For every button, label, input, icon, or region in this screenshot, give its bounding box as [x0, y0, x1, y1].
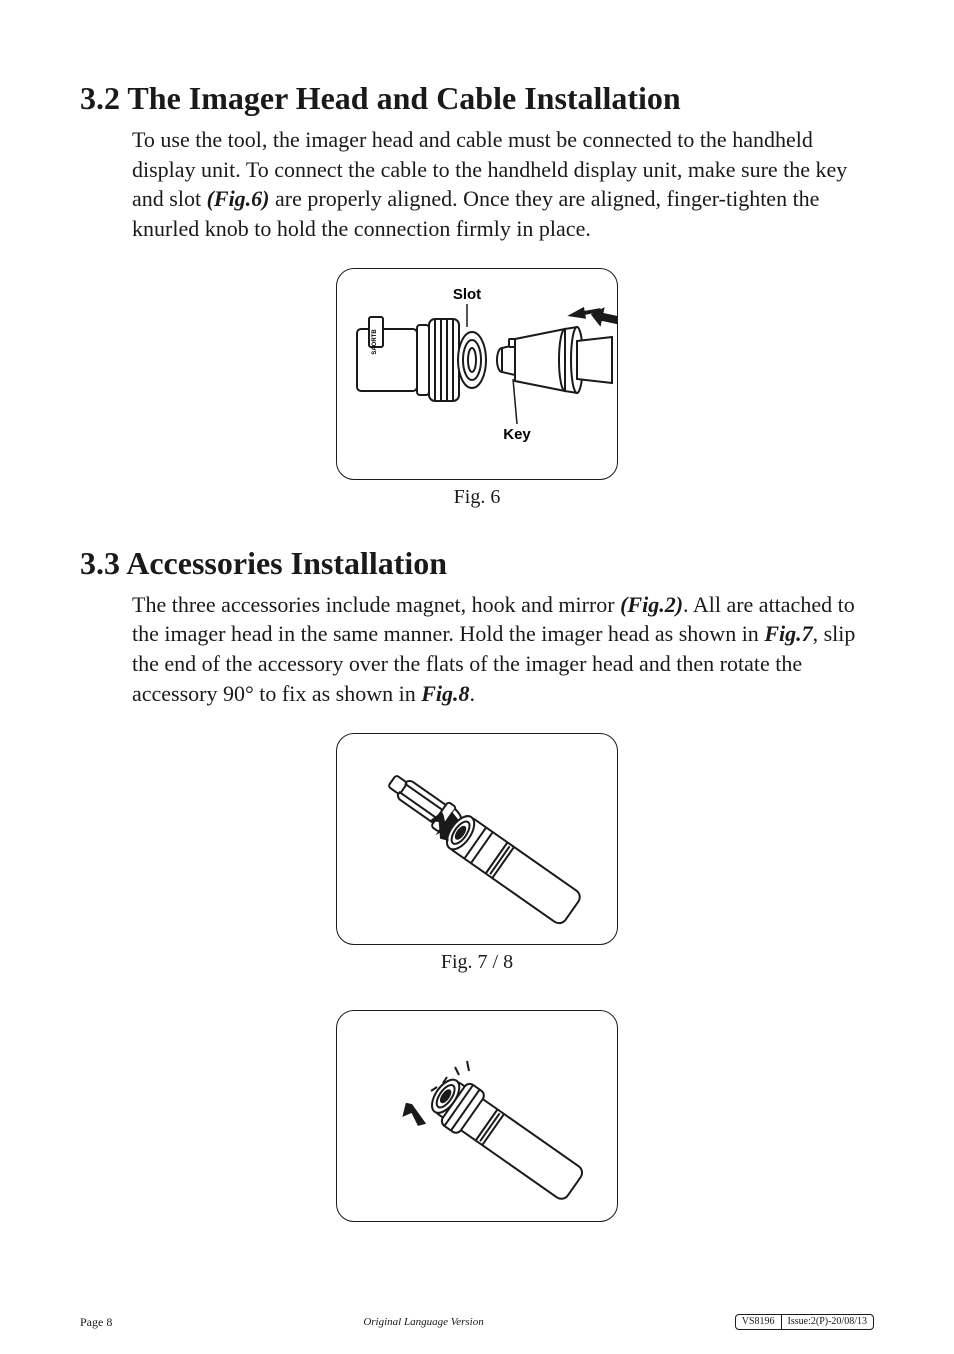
section-3-2-body: To use the tool, the imager head and cab…: [132, 125, 874, 244]
figure-6-svg: Slot SAORTB: [337, 269, 617, 479]
figure-6-box: Slot SAORTB: [336, 268, 618, 480]
figure-7-svg: [337, 734, 617, 944]
figure-8-box: [336, 1010, 618, 1222]
fig-ref: (Fig.2): [620, 592, 683, 617]
slot-label: Slot: [453, 286, 481, 303]
footer-code: VS8196: [736, 1315, 781, 1329]
section-3-2-heading: 3.2 The Imager Head and Cable Installati…: [80, 80, 874, 117]
fig-ref: Fig.8: [421, 681, 469, 706]
fig-ref: (Fig.6): [207, 186, 270, 211]
key-label: Key: [503, 426, 531, 443]
page-footer: Page 8 Original Language Version VS8196 …: [80, 1314, 874, 1330]
footer-issue: Issue:2(P)-20/08/13: [782, 1315, 873, 1329]
battery-label: SAORTB: [372, 328, 378, 354]
footer-page-number: Page 8: [80, 1315, 112, 1330]
page: 3.2 The Imager Head and Cable Installati…: [0, 0, 954, 1354]
section-3-3-heading: 3.3 Accessories Installation: [80, 545, 874, 582]
body-text: The three accessories include magnet, ho…: [132, 592, 620, 617]
footer-issue-box: VS8196 Issue:2(P)-20/08/13: [735, 1314, 874, 1330]
figure-8-svg: [337, 1011, 617, 1221]
figure-7-8-caption: Fig. 7 / 8: [80, 951, 874, 974]
section-3-3-body: The three accessories include magnet, ho…: [132, 590, 874, 709]
footer-center-text: Original Language Version: [363, 1316, 483, 1328]
fig-ref: Fig.7: [764, 621, 812, 646]
figure-7-box: [336, 733, 618, 945]
body-text: .: [470, 681, 476, 706]
figure-6-caption: Fig. 6: [80, 486, 874, 509]
